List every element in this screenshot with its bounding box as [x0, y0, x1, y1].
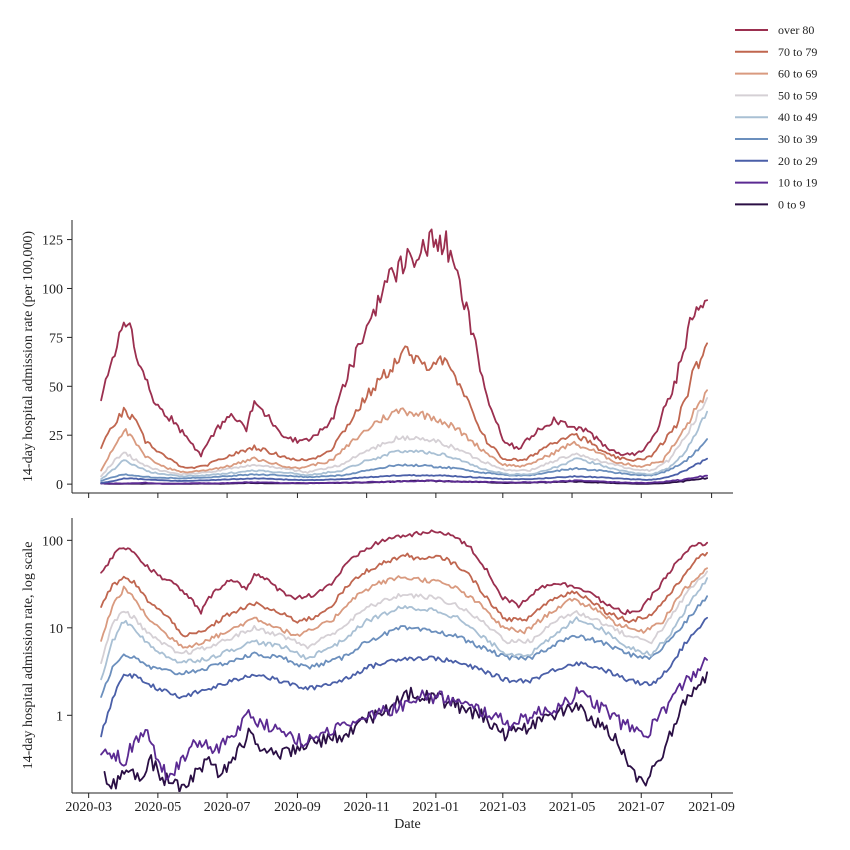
- x-tick-label: 2020-03: [65, 800, 112, 815]
- x-tick-label: 2021-05: [549, 800, 596, 815]
- legend: over 80 70 to 79 60 to 69 50 to 59 40 to 49 3…: [735, 23, 817, 211]
- series-layer-linear: [100, 228, 708, 485]
- y-ticks-linear: 0 25 50 75 100 125: [42, 234, 72, 493]
- series-line-over-80: [100, 529, 708, 616]
- series-line-40-to-49: [100, 410, 708, 480]
- x-tick-label: 2021-09: [688, 800, 735, 815]
- x-tick-label: 2020-07: [204, 800, 251, 815]
- series-line-10-to-19: [100, 656, 708, 781]
- series-line-50-to-59: [100, 397, 708, 478]
- legend-label: 20 to 29: [778, 154, 817, 168]
- y-axis-label-linear: 14-day hospital admission rate (per 100,…: [21, 231, 36, 483]
- series-layer-log: [100, 529, 708, 792]
- series-line-70-to-79: [100, 551, 708, 638]
- x-tick-label: 2021-01: [413, 800, 460, 815]
- series-line-60-to-69: [100, 389, 708, 474]
- legend-label: 60 to 69: [778, 67, 817, 81]
- y-ticks-log: 1 10 100: [42, 534, 72, 724]
- series-line-10-to-19: [100, 474, 708, 485]
- series-line-40-to-49: [100, 577, 708, 681]
- series-line-20-to-29: [100, 457, 708, 484]
- y-tick-label: 75: [49, 331, 63, 346]
- y-tick-label: 0: [56, 478, 63, 493]
- series-line-70-to-79: [100, 342, 708, 470]
- x-tick-label: 2021-07: [618, 800, 665, 815]
- legend-label: 10 to 19: [778, 176, 817, 190]
- panel-linear: 0 25 50 75 100 125 14-day hospital admission …: [21, 220, 733, 498]
- series-line-30-to-39: [100, 438, 708, 482]
- x-tick-label: 2021-03: [479, 800, 526, 815]
- legend-label: 40 to 49: [778, 110, 817, 124]
- y-tick-label: 1: [56, 709, 63, 724]
- y-tick-label: 50: [49, 380, 63, 395]
- series-line-20-to-29: [100, 616, 708, 738]
- legend-label: 0 to 9: [778, 197, 805, 211]
- legend-label: over 80: [778, 23, 814, 37]
- x-ticks-linear: [88, 493, 713, 498]
- x-axis-label: Date: [394, 817, 420, 832]
- x-tick-label: 2020-11: [344, 800, 390, 815]
- series-line-30-to-39: [100, 595, 708, 698]
- legend-label: 70 to 79: [778, 45, 817, 59]
- legend-label: 50 to 59: [778, 88, 817, 102]
- legend-label: 30 to 39: [778, 132, 817, 146]
- y-tick-label: 100: [42, 282, 63, 297]
- y-tick-label: 10: [49, 622, 63, 637]
- x-tick-label: 2020-09: [274, 800, 321, 815]
- y-tick-label: 25: [49, 429, 63, 444]
- series-line-60-to-69: [100, 567, 708, 649]
- x-ticks-log: 2020-03 2020-05 2020-07 2020-09 2020-11 2021-…: [65, 793, 735, 815]
- y-tick-label: 125: [42, 234, 63, 249]
- x-tick-label: 2020-05: [135, 800, 182, 815]
- y-tick-label: 100: [42, 534, 63, 549]
- y-axis-label-log: 14-day hospital admission rate, log scal…: [21, 542, 36, 770]
- series-line-50-to-59: [100, 570, 708, 664]
- series-line-over-80: [100, 228, 708, 458]
